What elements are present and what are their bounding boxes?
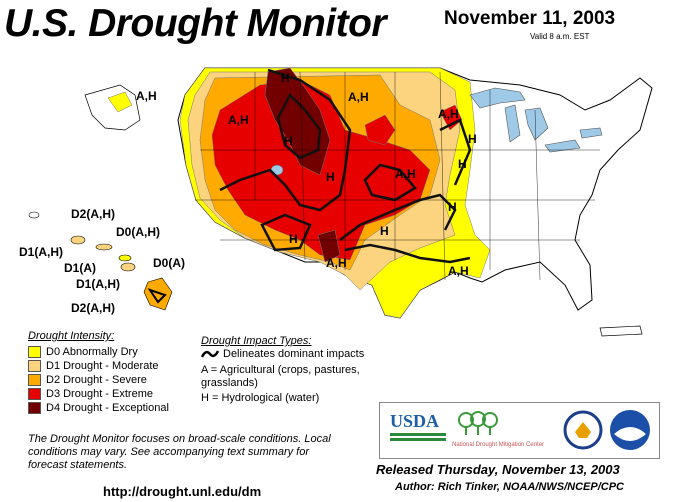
impact-label: H: [284, 134, 293, 148]
impact-lines: [219, 68, 472, 264]
legend-item-d3: D3 Drought - Extreme: [28, 388, 153, 400]
legend-label: D1 Drought - Moderate: [46, 360, 159, 372]
logo-panel: USDA National Drought Mitigation Center …: [379, 402, 660, 459]
legend-item-d2: D2 Drought - Severe: [28, 374, 147, 386]
impact-label: H: [281, 71, 290, 85]
impact-label: H: [448, 200, 457, 214]
legend-label: D3 Drought - Extreme: [46, 388, 153, 400]
impact-line-label: Delineates dominant impacts: [223, 348, 365, 360]
puerto-rico: [599, 325, 643, 337]
impact-label: H: [289, 232, 298, 246]
impact-label: A,H: [395, 167, 416, 181]
drought-url[interactable]: http://drought.unl.edu/dm: [103, 484, 262, 499]
author: Author: Rich Tinker, NOAA/NWS/NCEP/CPC: [395, 481, 624, 493]
hawaii-labels: D2(A,H)D0(A,H)D1(A,H)D1(A)D1(A,H)D0(A)D2…: [19, 207, 185, 315]
impact-label: H: [458, 157, 467, 171]
impact-label: A,H: [228, 113, 249, 127]
impact-label: A,H: [136, 89, 157, 103]
legend-swatch: [28, 374, 41, 386]
impact-label: H: [326, 170, 335, 184]
legend-swatch: [28, 388, 41, 400]
hawaii: [28, 211, 173, 311]
released-date: Released Thursday, November 13, 2003: [376, 462, 620, 477]
hawaii-label: D0(A): [153, 256, 185, 270]
legend-swatch: [28, 402, 41, 414]
page-title: U.S. Drought Monitor: [4, 2, 387, 45]
hawaii-label: D1(A): [64, 261, 96, 275]
d3-area-upper: [439, 104, 463, 131]
legend-item-d0: D0 Abnormally Dry: [28, 346, 138, 358]
noaa-seal-icon: [610, 410, 650, 450]
legend-label: D4 Drought - Exceptional: [46, 402, 169, 414]
legend-item-d4: D4 Drought - Exceptional: [28, 402, 169, 414]
hawaii-label: D2(A,H): [71, 207, 115, 221]
disclaimer: The Drought Monitor focuses on broad-sca…: [28, 433, 331, 471]
great-lakes: [469, 87, 603, 153]
canada-region: [200, 50, 640, 72]
legend-swatch: [28, 346, 41, 358]
alaska: [84, 84, 141, 131]
legend-impact-line: Delineates dominant impacts: [201, 348, 364, 360]
hawaii-label: D1(A,H): [76, 277, 120, 291]
hawaii-label: D0(A,H): [116, 225, 160, 239]
legend-swatch: [28, 360, 41, 372]
doc-seal-icon: [563, 410, 603, 450]
usda-logo: USDA: [390, 411, 446, 447]
impact-line-icon: [201, 350, 219, 358]
noaa-logo: NOAA: [608, 408, 652, 452]
d3-area-ne: [364, 114, 396, 146]
impact-label: H: [380, 224, 389, 238]
impact-label: H: [468, 132, 477, 146]
impact-label: A,H: [348, 90, 369, 104]
legend-label: D0 Abnormally Dry: [46, 346, 138, 358]
hawaii-label: D2(A,H): [71, 301, 115, 315]
impact-label: A,H: [438, 107, 459, 121]
hawaii-label: D1(A,H): [19, 245, 63, 259]
impact-hydrological: H = Hydrological (water): [201, 392, 320, 404]
map-date: November 11, 2003: [444, 8, 616, 29]
impact-label: A,H: [326, 256, 347, 270]
alaska-d0: [107, 91, 133, 113]
legend-impact-title: Drought Impact Types:: [201, 335, 312, 347]
d4-area-sw: [317, 229, 341, 263]
valid-time: Valid 8 a.m. EST: [530, 32, 590, 41]
state-lines: [195, 71, 600, 281]
legend-intensity-title: Drought Intensity:: [28, 330, 115, 342]
legend-item-d1: D1 Drought - Moderate: [28, 360, 159, 372]
tree-icon: [458, 411, 498, 435]
ndmc-logo: National Drought Mitigation Center: [452, 411, 560, 451]
legend-label: D2 Drought - Severe: [46, 374, 147, 386]
impact-agricultural: A = Agricultural (crops, pastures, grass…: [201, 364, 360, 389]
impact-label: A,H: [448, 264, 469, 278]
